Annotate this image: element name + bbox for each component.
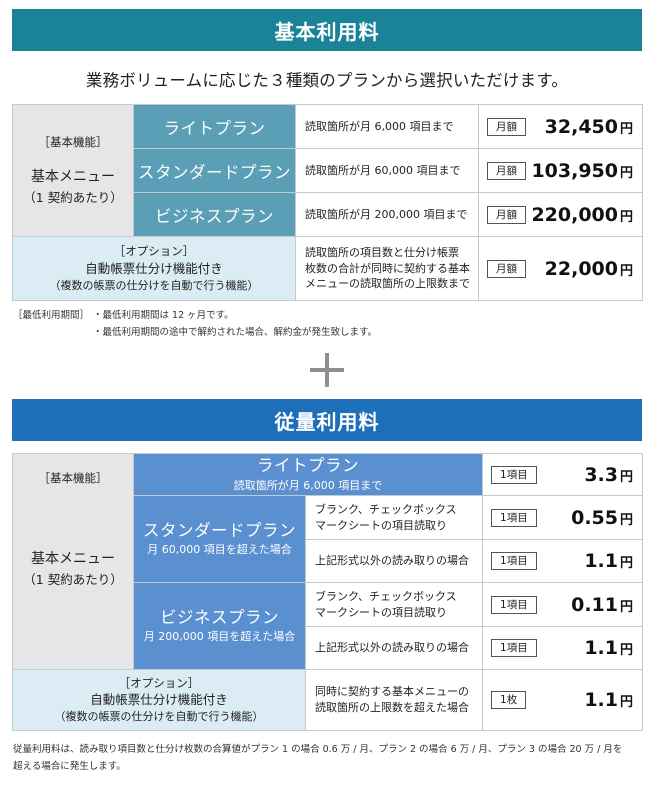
option-sub: （複数の帳票の仕分けを自動で行う機能）: [49, 278, 259, 292]
basic-fee-table: ［基本機能］ 基本メニュー （1 契約あたり） ライトプラン 読取箇所が月 6,…: [12, 104, 643, 301]
option-sub: （複数の帳票の仕分けを自動で行う機能）: [54, 710, 264, 724]
usage-row-standard-2: 上記形式以外の読み取りの場合 1項目 1.1 円: [13, 539, 644, 583]
plan-desc-lite: 読取箇所が月 6,000 項目まで: [295, 104, 479, 149]
usage-price: 1項目 0.55 円: [482, 495, 644, 540]
plan-price-standard: 月額 103,950 円: [478, 148, 643, 193]
category-tag: ［基本機能］: [38, 471, 108, 486]
usage-row-business-1: ビジネスプラン 月 200,000 項目を超えた場合 ブランク、チェックボックス…: [13, 582, 644, 670]
usage-price: 1項目 1.1 円: [482, 539, 644, 583]
category-sub: （1 契約あたり）: [23, 571, 123, 587]
plan-price-business: 月額 220,000 円: [478, 192, 643, 237]
usage-desc: 上記形式以外の読み取りの場合: [304, 626, 484, 670]
basic-option-row: ［オプション］ 自動帳票仕分け機能付き （複数の帳票の仕分けを自動で行う機能） …: [12, 236, 643, 301]
usage-plan-lite: ライトプラン 読取箇所が月 6,000 項目まで: [132, 453, 484, 496]
unit-badge: 月額: [487, 117, 526, 136]
usage-desc: ブランク、チェックボックス マークシートの項目読取り: [304, 495, 484, 540]
price-amount: 22,000 円: [544, 257, 633, 280]
option-desc: 同時に契約する基本メニューの 読取箇所の上限数を超えた場合: [304, 669, 484, 731]
option-price: 月額 22,000 円: [478, 236, 643, 301]
price-amount: 32,450 円: [544, 115, 633, 138]
option-cell: ［オプション］ 自動帳票仕分け機能付き （複数の帳票の仕分けを自動で行う機能）: [12, 236, 296, 301]
category-sub: （1 契約あたり）: [23, 189, 123, 205]
option-main: 自動帳票仕分け機能付き: [90, 692, 228, 708]
basic-fee-lead: 業務ボリュームに応じた３種類のプランから選択いただけます。: [85, 71, 569, 90]
plan-desc-business: 読取箇所が月 200,000 項目まで: [295, 192, 479, 237]
price-amount: 1.1 円: [584, 637, 634, 659]
min-period-note: ［最低利用期間］ ・最低利用期間は 12 ヶ月です。 ・最低利用期間の途中で解約さ…: [13, 310, 378, 338]
plan-name-lite: ライトプラン: [133, 104, 296, 149]
basic-plan-row: ビジネスプラン 読取箇所が月 200,000 項目まで 月額 220,000 円: [13, 192, 643, 237]
usage-category-cell: ［基本機能］ 基本メニュー （1 契約あたり）: [12, 453, 134, 670]
price-amount: 1.1 円: [584, 689, 634, 711]
unit-badge: 月額: [487, 205, 526, 224]
option-main: 自動帳票仕分け機能付き: [85, 260, 223, 276]
plan-name-business: ビジネスプラン: [133, 192, 296, 237]
unit-badge: 月額: [487, 161, 526, 180]
option-tag: ［オプション］: [113, 244, 195, 259]
option-desc: 読取箇所の項目数と仕分け帳票 枚数の合計が同時に契約する基本 メニューの読取箇所…: [295, 236, 479, 301]
option-price: 1枚 1.1 円: [482, 669, 644, 731]
basic-fee-header: 基本利用料: [12, 9, 642, 51]
unit-badge: 1枚: [491, 691, 527, 709]
plan-desc-standard: 読取箇所が月 60,000 項目まで: [295, 148, 479, 193]
price-amount: 3.3 円: [584, 463, 634, 486]
unit-badge: 1項目: [491, 465, 537, 484]
plus-icon: [310, 353, 344, 387]
usage-option-row: ［オプション］ 自動帳票仕分け機能付き （複数の帳票の仕分けを自動で行う機能） …: [12, 669, 644, 731]
usage-price-lite: 1項目 3.3 円: [482, 453, 644, 496]
basic-plan-row: ［基本機能］ 基本メニュー （1 契約あたり） ライトプラン 読取箇所が月 6,…: [12, 104, 643, 237]
category-main: 基本メニュー: [31, 168, 115, 185]
usage-desc: ブランク、チェックボックス マークシートの項目読取り: [304, 582, 484, 627]
category-tag: ［基本機能］: [38, 135, 108, 150]
usage-price: 1項目 1.1 円: [482, 626, 644, 670]
usage-row-standard-1: スタンダードプラン 月 60,000 項目を超えた場合 ブランク、チェックボック…: [13, 495, 644, 583]
unit-badge: 1項目: [491, 552, 537, 570]
usage-plan-standard: スタンダードプラン 月 60,000 項目を超えた場合: [133, 495, 306, 583]
unit-badge: 1項目: [491, 639, 537, 657]
usage-price: 1項目 0.11 円: [482, 582, 644, 627]
usage-fee-table: ［基本機能］ 基本メニュー （1 契約あたり） ライトプラン 読取箇所が月 6,…: [12, 453, 644, 731]
usage-row-business-2: 上記形式以外の読み取りの場合 1項目 1.1 円: [13, 626, 644, 670]
price-amount: 0.55 円: [571, 506, 634, 529]
usage-desc: 上記形式以外の読み取りの場合: [304, 539, 484, 583]
plan-name-standard: スタンダードプラン: [133, 148, 296, 193]
usage-footnote: 従量利用料は、読み取り項目数と仕分け枚数の合算値がプラン 1 の場合 0.6 万…: [13, 744, 623, 772]
basic-category-cell: ［基本機能］ 基本メニュー （1 契約あたり）: [12, 104, 134, 237]
price-amount: 220,000 円: [531, 203, 633, 226]
price-amount: 103,950 円: [531, 159, 633, 182]
unit-badge: 月額: [487, 259, 526, 278]
usage-plan-business: ビジネスプラン 月 200,000 項目を超えた場合: [133, 582, 306, 670]
category-main: 基本メニュー: [31, 550, 115, 567]
price-amount: 1.1 円: [584, 550, 634, 572]
option-tag: ［オプション］: [118, 675, 200, 690]
option-cell: ［オプション］ 自動帳票仕分け機能付き （複数の帳票の仕分けを自動で行う機能）: [12, 669, 306, 731]
usage-fee-header: 従量利用料: [12, 399, 642, 441]
basic-plan-row: スタンダードプラン 読取箇所が月 60,000 項目まで 月額 103,950 円: [13, 148, 643, 193]
unit-badge: 1項目: [491, 508, 537, 527]
price-amount: 0.11 円: [571, 593, 634, 616]
plan-price-lite: 月額 32,450 円: [478, 104, 643, 149]
usage-row-lite: ［基本機能］ 基本メニュー （1 契約あたり） ライトプラン 読取箇所が月 6,…: [12, 453, 644, 670]
unit-badge: 1項目: [491, 595, 537, 614]
